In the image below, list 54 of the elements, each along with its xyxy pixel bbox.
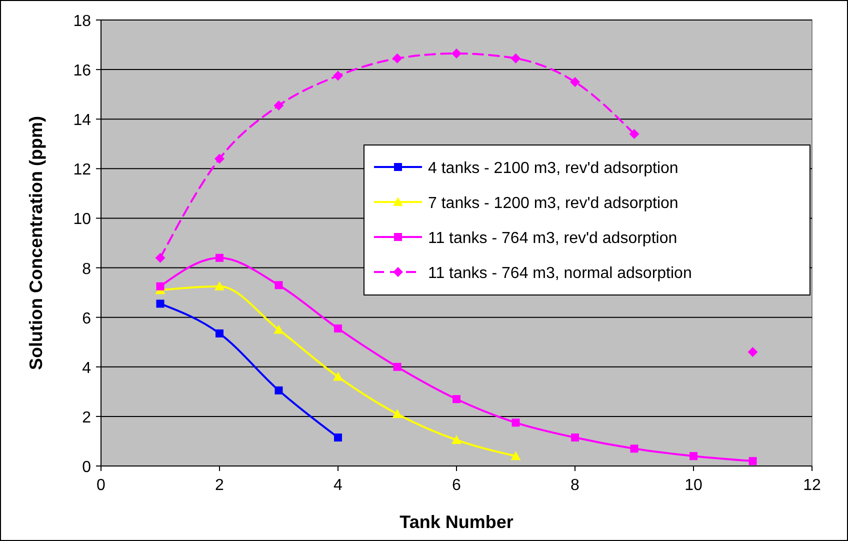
- point: [334, 434, 342, 442]
- y-tick-label: 12: [73, 162, 92, 179]
- y-tick-label: 0: [82, 459, 92, 476]
- point: [274, 324, 284, 334]
- point: [156, 282, 164, 290]
- point: [333, 70, 343, 81]
- y-tick-label: 10: [73, 211, 92, 228]
- legend-label: 4 tanks - 2100 m3, rev'd adsorption: [428, 160, 678, 177]
- point: [452, 395, 460, 404]
- point: [274, 281, 283, 290]
- y-tick-label: 18: [73, 13, 92, 30]
- x-tick-label: 10: [684, 477, 702, 494]
- point: [214, 281, 224, 290]
- point: [392, 53, 402, 64]
- x-tick-label: 12: [803, 477, 821, 494]
- y-tick-label: 16: [73, 62, 92, 80]
- point: [510, 451, 521, 460]
- point: [510, 53, 521, 64]
- x-tick-label: 4: [334, 477, 343, 494]
- point: [630, 444, 638, 453]
- x-tick-label: 8: [570, 477, 580, 494]
- point: [156, 300, 164, 308]
- y-tick-label: 4: [82, 360, 92, 377]
- point: [629, 128, 640, 139]
- y-tick-label: 14: [73, 112, 92, 130]
- point: [216, 329, 224, 338]
- y-axis-title: Solution Concentration (ppm): [26, 116, 46, 370]
- point: [570, 76, 580, 87]
- point: [333, 372, 343, 381]
- x-axis-title: Tank Number: [400, 512, 514, 532]
- point: [452, 48, 462, 58]
- point: [690, 452, 698, 460]
- point: [392, 408, 402, 418]
- point: [748, 347, 758, 358]
- point: [274, 386, 283, 394]
- point: [512, 418, 520, 427]
- point: [216, 254, 224, 262]
- point: [748, 457, 757, 466]
- point: [214, 154, 224, 164]
- point: [571, 434, 579, 442]
- point: [155, 252, 166, 263]
- point: [393, 362, 402, 371]
- legend-label: 11 tanks - 764 m3, rev'd adsorption: [428, 230, 678, 247]
- legend-label: 11 tanks - 764 m3, normal adsorption: [428, 265, 692, 282]
- y-tick-label: 2: [82, 409, 92, 426]
- x-tick-label: 2: [215, 477, 224, 494]
- y-tick-label: 6: [82, 310, 92, 328]
- point: [452, 434, 462, 444]
- point: [334, 324, 342, 332]
- x-tick-label: 6: [452, 477, 462, 494]
- y-tick-label: 8: [82, 260, 92, 278]
- legend-label: 7 tanks - 1200 m3, rev'd adsorption: [428, 195, 678, 212]
- point: [274, 100, 284, 110]
- x-tick-label: 0: [96, 477, 106, 494]
